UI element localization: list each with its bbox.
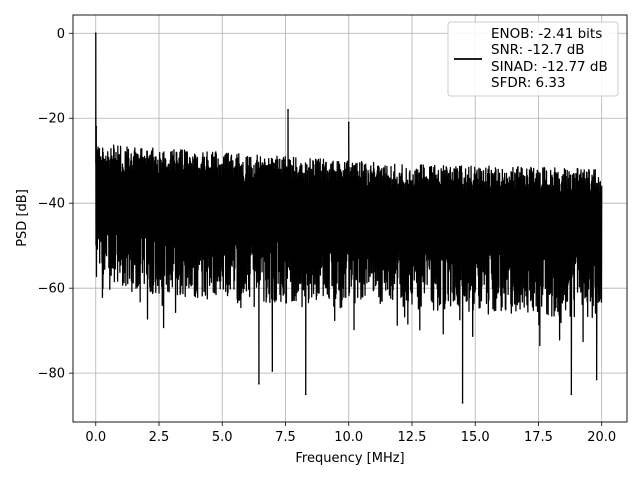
psd-dip-point (304, 393, 307, 396)
legend-entry-enob: ENOB: -2.41 bits (491, 26, 602, 42)
psd-line (95, 32, 603, 404)
legend: ENOB: -2.41 bits SNR: -12.7 dB SINAD: -1… (447, 21, 619, 97)
y-axis-ticks: 0 −20 −40 −60 −80 (38, 27, 73, 382)
legend-entry-sinad: SINAD: -12.77 dB (491, 59, 608, 75)
x-tick-label: 7.5 (275, 430, 296, 445)
x-axis-ticks: 0.0 2.5 5.0 7.5 10.0 12.5 15.0 17.5 20.0 (85, 422, 616, 445)
psd-peak-point (347, 121, 350, 124)
x-axis-label: Frequency [MHz] (295, 451, 404, 466)
psd-dip-point (271, 370, 274, 372)
x-tick-label: 20.0 (587, 430, 616, 445)
psd-dip-point (461, 402, 464, 404)
psd-dip-point (570, 393, 573, 396)
x-tick-label: 0.0 (85, 430, 106, 445)
y-tick-label: −40 (38, 197, 65, 212)
x-tick-label: 17.5 (524, 430, 553, 445)
psd-dip-point (258, 382, 260, 385)
x-tick-label: 15.0 (461, 430, 490, 445)
x-tick-label: 10.0 (334, 430, 363, 445)
psd-dip-point (595, 378, 598, 381)
series-psd (94, 32, 603, 404)
y-tick-label: 0 (57, 27, 65, 42)
legend-entry-snr: SNR: -12.7 dB (491, 42, 585, 58)
y-tick-label: −80 (38, 367, 65, 382)
psd-peak-point (287, 108, 289, 111)
y-tick-label: −20 (38, 112, 65, 127)
psd-peak-point (95, 125, 98, 128)
y-tick-label: −60 (38, 282, 65, 297)
plot-frame (72, 14, 628, 423)
legend-box (447, 21, 619, 97)
psd-peak-point (94, 32, 97, 35)
legend-entry-sfdr: SFDR: 6.33 (491, 75, 566, 91)
y-axis-label: PSD [dB] (15, 189, 30, 247)
x-tick-label: 5.0 (212, 430, 233, 445)
x-tick-label: 2.5 (149, 430, 170, 445)
x-tick-label: 12.5 (398, 430, 427, 445)
